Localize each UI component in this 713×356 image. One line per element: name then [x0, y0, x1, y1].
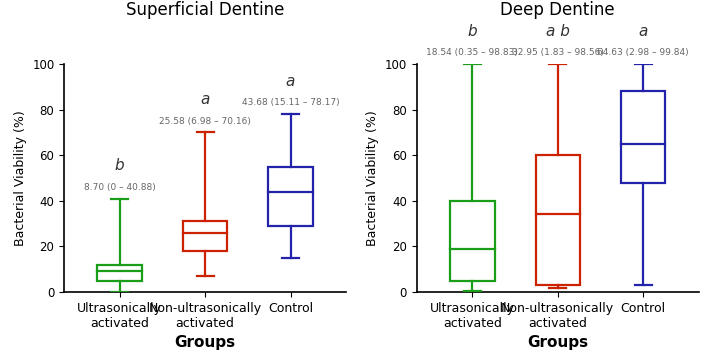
Text: 32.95 (1.83 – 98.56): 32.95 (1.83 – 98.56)	[512, 48, 604, 57]
Text: a b: a b	[546, 24, 570, 39]
Title: Deep Dentine: Deep Dentine	[501, 1, 615, 20]
Text: 8.70 (0 – 40.88): 8.70 (0 – 40.88)	[84, 183, 155, 192]
Y-axis label: Bacterial Viability (%): Bacterial Viability (%)	[366, 110, 379, 246]
Bar	[450, 201, 495, 281]
Text: b: b	[115, 158, 125, 173]
Text: 64.63 (2.98 – 99.84): 64.63 (2.98 – 99.84)	[597, 48, 689, 57]
Bar	[268, 167, 313, 226]
Text: a: a	[286, 74, 295, 89]
Text: 25.58 (6.98 – 70.16): 25.58 (6.98 – 70.16)	[159, 117, 251, 126]
Bar	[183, 221, 227, 251]
Text: a: a	[639, 24, 648, 39]
Text: b: b	[468, 24, 477, 39]
Bar	[535, 155, 580, 285]
Text: a: a	[200, 92, 210, 108]
Bar	[621, 91, 665, 183]
Bar	[98, 265, 142, 281]
Title: Superficial Dentine: Superficial Dentine	[126, 1, 284, 20]
Y-axis label: Bacterial Viability (%): Bacterial Viability (%)	[14, 110, 26, 246]
Text: 43.68 (15.11 – 78.17): 43.68 (15.11 – 78.17)	[242, 98, 339, 108]
Text: 18.54 (0.35 – 98.83): 18.54 (0.35 – 98.83)	[426, 48, 518, 57]
X-axis label: Groups: Groups	[527, 335, 588, 350]
X-axis label: Groups: Groups	[175, 335, 236, 350]
